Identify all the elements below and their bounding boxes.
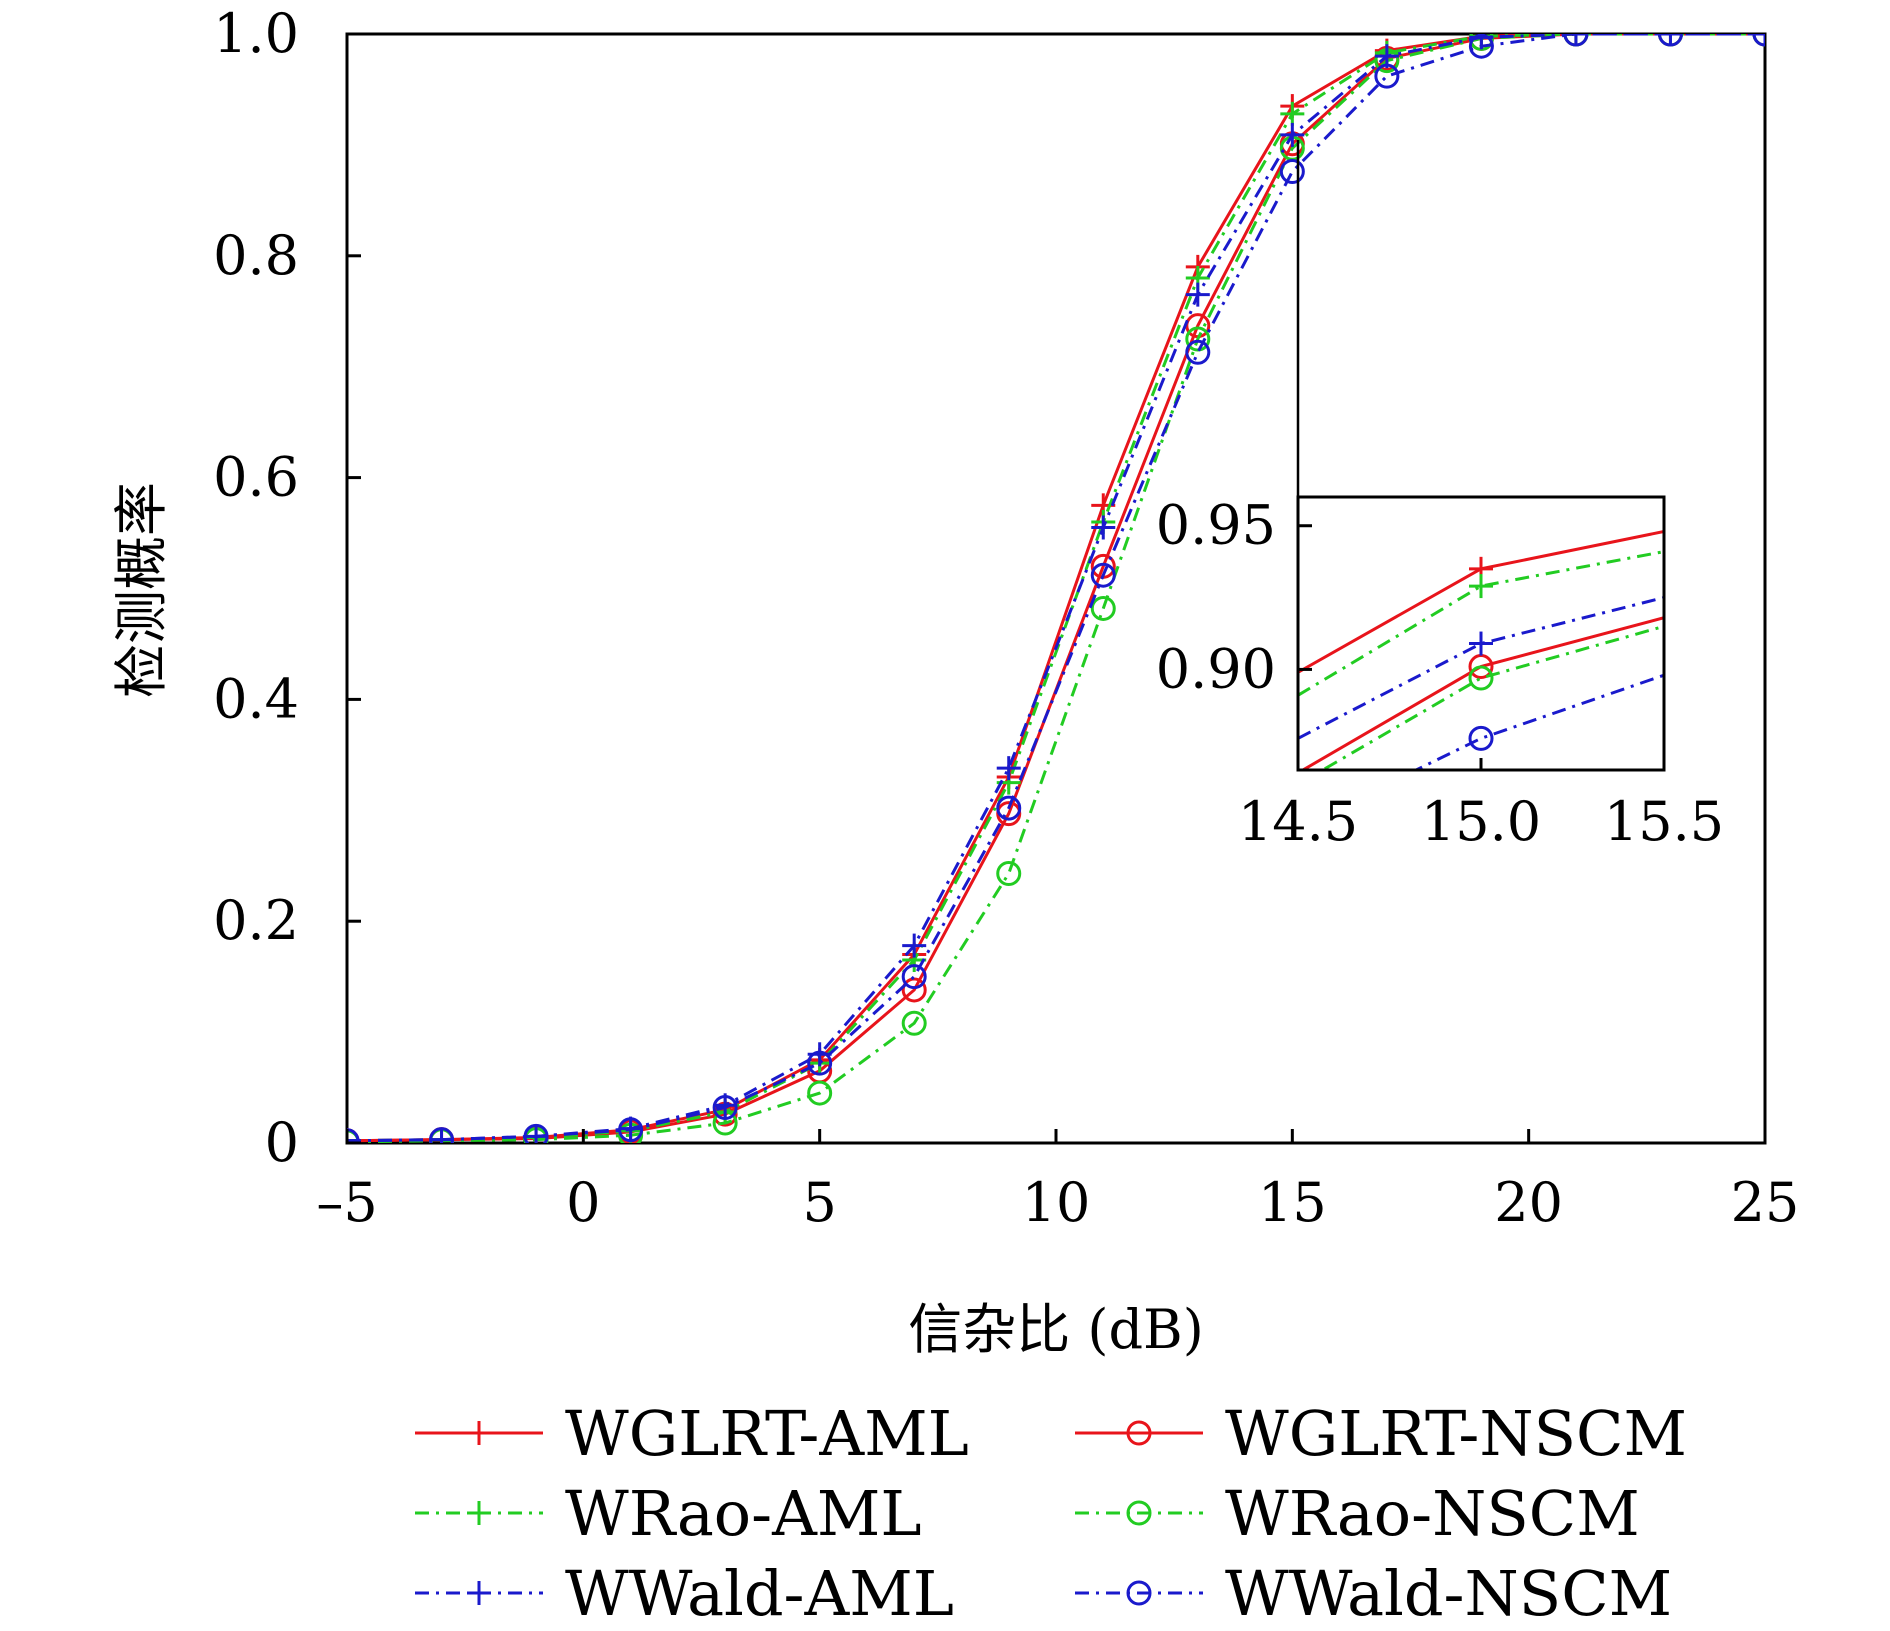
legend-item-wwald-aml: WWald-AML [415, 1557, 954, 1630]
y-axis-label: 检测概率 [110, 482, 173, 698]
data-point-wwald-nscm [807, 1050, 833, 1076]
series-line-wwald-nscm [347, 34, 1765, 1143]
data-point-wrao-nscm [996, 861, 1022, 887]
legend-item-wrao-aml: WRao-AML [415, 1477, 922, 1550]
data-point-wwald-nscm [347, 1128, 360, 1143]
data-point-wwald-nscm [996, 795, 1022, 821]
data-point-wwald-aml [1563, 34, 1588, 46]
inset-data-point-wrao-aml [1469, 574, 1493, 599]
data-point-wwald-aml [1280, 122, 1305, 147]
inset-x-tick-label: 15.0 [1421, 790, 1541, 853]
y-axis-ticks: 0 0.2 0.4 0.6 0.8 1.0 [213, 2, 361, 1174]
legend-swatch-marker [467, 1421, 491, 1445]
x-tick-label: 0 [566, 1171, 600, 1234]
data-point-wwald-nscm [1185, 339, 1211, 365]
series-line-wrao-aml [347, 34, 1765, 1143]
data-point-wglrt-nscm [901, 977, 927, 1003]
inset-data-point-wwald-nscm [1468, 725, 1494, 751]
x-tick-label: 5 [802, 1171, 836, 1234]
x-tick-label: 20 [1494, 1171, 1563, 1234]
y-tick-label: 0.4 [213, 667, 299, 730]
x-axis-label: 信杂比 (dB) [908, 1298, 1204, 1361]
legend-swatch-marker [1126, 1500, 1152, 1526]
data-point-wwald-nscm [1468, 34, 1494, 59]
data-point-wwald-nscm [618, 1117, 644, 1143]
legend-item-wrao-nscm: WRao-NSCM [1075, 1477, 1640, 1550]
y-tick-label: 0.8 [213, 224, 299, 287]
inset-series-wrao-nscm [1319, 624, 1664, 770]
legend-swatch-marker [467, 1581, 491, 1605]
data-point-wwald-nscm [1279, 159, 1305, 185]
data-point-wwald-nscm [712, 1095, 738, 1121]
inset-data-point-wrao-nscm [1468, 665, 1494, 691]
series-wwald-nscm [347, 34, 1765, 1143]
legend-label: WRao-AML [565, 1477, 922, 1550]
data-point-wwald-aml [996, 756, 1021, 781]
legend-label: WGLRT-NSCM [1225, 1397, 1687, 1470]
legend-item-wglrt-nscm: WGLRT-NSCM [1075, 1397, 1687, 1470]
data-point-wwald-nscm [523, 1123, 549, 1143]
inset-x-tick-label: 15.5 [1604, 790, 1724, 853]
inset-series-line-wwald-nscm [1412, 673, 1664, 770]
inset-series-line-wrao-aml [1298, 550, 1664, 697]
inset-y-tick-label: 0.90 [1156, 637, 1276, 700]
legend-swatch-marker [1126, 1580, 1152, 1606]
inset-y-ticks: 0.90 0.95 [1156, 494, 1312, 700]
inset-plot: 14.5 15.0 15.5 0.90 0.95 [1156, 494, 1724, 853]
data-point-wwald-nscm [901, 964, 927, 990]
x-axis-ticks: –5 0 5 10 15 20 25 [316, 1129, 1799, 1234]
inset-series-line-wwald-aml [1298, 596, 1664, 740]
legend-label: WGLRT-AML [565, 1397, 969, 1470]
inset-y-tick-label: 0.95 [1156, 494, 1276, 557]
legend-swatch-marker [467, 1501, 491, 1525]
x-tick-label: 10 [1022, 1171, 1091, 1234]
series-line-wwald-aml [347, 34, 1765, 1143]
data-point-wwald-aml [1091, 515, 1116, 540]
data-point-wrao-nscm [1090, 595, 1116, 621]
data-point-wrao-aml [1280, 101, 1305, 126]
data-point-wwald-aml [1185, 282, 1210, 307]
data-point-wwald-nscm [1657, 34, 1683, 47]
y-tick-label: 0 [265, 1111, 299, 1174]
data-point-wwald-aml [902, 933, 927, 958]
y-tick-label: 1.0 [213, 2, 299, 65]
data-point-wwald-aml [1658, 34, 1683, 46]
legend-item-wwald-nscm: WWald-NSCM [1075, 1557, 1672, 1630]
data-point-wrao-nscm [807, 1080, 833, 1106]
legend-label: WWald-NSCM [1225, 1557, 1672, 1630]
inset-series-wrao-aml [1298, 550, 1664, 697]
legend-swatch-marker [1126, 1420, 1152, 1446]
legend-label: WWald-AML [565, 1557, 954, 1630]
inset-x-ticks: 14.5 15.0 15.5 [1238, 758, 1724, 853]
data-point-wwald-nscm [1374, 63, 1400, 89]
legend-label: WRao-NSCM [1225, 1477, 1640, 1550]
x-tick-label: –5 [316, 1171, 377, 1234]
y-tick-label: 0.2 [213, 889, 299, 952]
data-point-wwald-nscm [429, 1127, 455, 1143]
data-point-wwald-nscm [1090, 562, 1116, 588]
inset-series-line-wrao-nscm [1319, 624, 1664, 770]
data-point-wrao-nscm [901, 1010, 927, 1036]
inset-data-point-wwald-aml [1469, 631, 1493, 656]
data-point-wwald-nscm [1563, 34, 1589, 47]
y-tick-label: 0.6 [213, 446, 299, 509]
legend-item-wglrt-aml: WGLRT-AML [415, 1397, 969, 1470]
inset-series-group [1298, 530, 1664, 770]
inset-series-wwald-aml [1298, 596, 1664, 740]
inset-series-wwald-nscm [1412, 673, 1664, 770]
inset-x-tick-label: 14.5 [1238, 790, 1358, 853]
x-tick-label: 15 [1258, 1171, 1327, 1234]
x-tick-label: 25 [1731, 1171, 1800, 1234]
